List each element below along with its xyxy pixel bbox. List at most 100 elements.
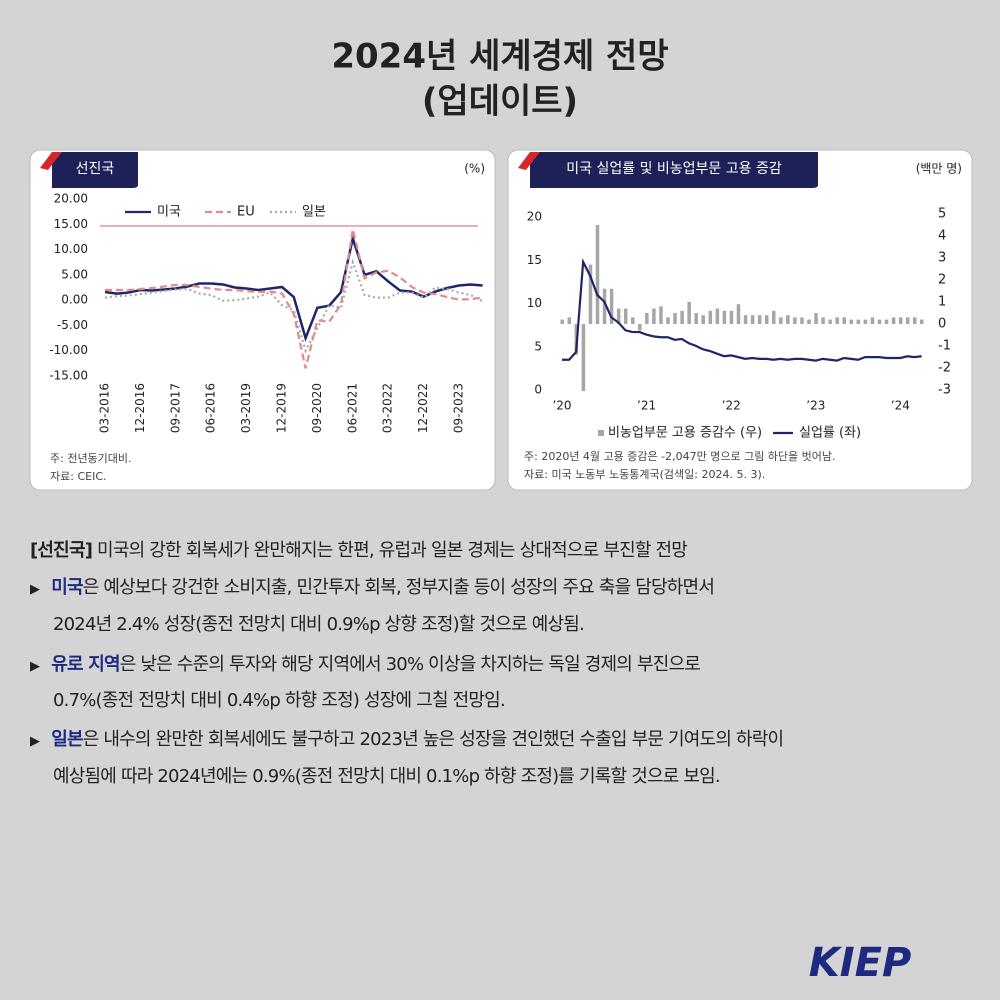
y2-tick-label: 3 (938, 251, 946, 266)
y2-tick-label: 2 (938, 273, 946, 288)
chart-title: 선진국 (76, 161, 115, 177)
bar (821, 317, 825, 324)
note: 자료: CEIC. (50, 470, 107, 483)
y-tick-label: 5 (534, 339, 542, 353)
x-tick-label: 06-2021 (345, 383, 359, 433)
bar (743, 315, 748, 324)
unit: (%) (464, 162, 485, 176)
x-tick-label: 09-2020 (310, 383, 324, 433)
note: 주: 전년동기대비. (50, 452, 132, 465)
tab (52, 152, 138, 188)
legend-swatch (598, 430, 604, 436)
bar (694, 313, 698, 324)
bar (652, 308, 656, 324)
bar (567, 317, 572, 324)
y2-tick-label: -3 (938, 383, 951, 398)
lead-tag: [선진국] (30, 540, 93, 561)
y-tick-label: 15 (527, 253, 542, 267)
y-tick-label: 5.00 (61, 267, 88, 281)
bar (877, 319, 882, 324)
x-tick-label: ’20 (552, 399, 571, 413)
y-tick-label: -15.00 (49, 369, 88, 383)
legend-label: 실업률 (좌) (799, 426, 861, 441)
bar (905, 317, 910, 324)
bullet: ▶ (30, 659, 40, 674)
text-line: ▶ 미국은 예상보다 강건한 소비지출, 민간투자 회복, 정부지출 등이 성장의… (30, 573, 715, 599)
x-tick-label: 03-2022 (381, 383, 395, 433)
x-tick-label: 12-2019 (275, 383, 289, 433)
card (29, 149, 496, 491)
legend-label: 비농업부문 고용 증감수 (우) (608, 426, 762, 441)
bar (779, 317, 783, 324)
bar (631, 317, 635, 324)
text: 일본 (51, 729, 83, 750)
bar (835, 317, 839, 324)
bar (708, 310, 713, 324)
bar (814, 313, 818, 324)
bar (891, 317, 896, 324)
bar (913, 317, 917, 324)
y-tick-label: 0 (534, 383, 542, 397)
bar (701, 315, 705, 324)
bar (687, 302, 691, 324)
text: 유로 지역 (51, 654, 120, 675)
x-tick-label: ’24 (891, 399, 910, 413)
chart-title: 미국 실업률 및 비농업부문 고용 증감 (566, 161, 782, 177)
note: 자료: 미국 노동부 노동통계국(검색일: 2024. 5. 3). (524, 467, 765, 481)
text: 미국 (51, 577, 83, 598)
bar (793, 317, 797, 324)
y2-tick-label: 0 (938, 317, 946, 332)
y-tick-label: 20 (527, 210, 542, 224)
bar (581, 324, 586, 391)
x-tick-label: 12-2016 (133, 383, 147, 433)
y2-tick-label: 5 (938, 207, 946, 222)
bar (659, 306, 663, 324)
x-tick-label: 03-2016 (98, 383, 112, 433)
text-line: 0.7%(종전 전망치 대비 0.4%p 하향 조정) 성장에 그칠 전망임. (53, 686, 506, 712)
bar (560, 319, 564, 324)
bar (645, 313, 649, 324)
y2-tick-label: -1 (938, 339, 951, 354)
bar (828, 319, 832, 324)
line (105, 229, 483, 369)
text-line: ▶ 유로 지역은 낮은 수준의 투자와 해당 지역에서 30% 이상을 차지하는 … (30, 650, 701, 676)
legend-label: 미국 (157, 205, 181, 220)
y-tick-label: 15.00 (54, 217, 88, 231)
subtitle: (업데이트) (422, 82, 578, 122)
text-line: ▶ 일본은 내수의 완만한 회복세에도 불구하고 2023년 높은 성장을 견인했… (30, 725, 784, 751)
text-line: [선진국] 미국의 강한 회복세가 완만해지는 한편, 유럽과 일본 경제는 상… (30, 536, 688, 562)
legend-label: 일본 (302, 205, 326, 220)
text: 은 낮은 수준의 투자와 해당 지역에서 30% 이상을 차지하는 독일 경제의… (119, 654, 701, 675)
text: 0.7%(종전 전망치 대비 0.4%p 하향 조정) 성장에 그칠 전망임. (53, 690, 506, 711)
y-tick-label: -5.00 (57, 318, 88, 332)
y2-tick-label: 1 (938, 295, 946, 310)
text-line: 예상됨에 따라 2024년에는 0.9%(종전 전망치 대비 0.1%p 하향 … (53, 762, 721, 788)
bar (722, 310, 727, 324)
text: 은 예상보다 강건한 소비지출, 민간투자 회복, 정부지출 등이 성장의 주요… (82, 577, 715, 598)
bar (884, 319, 889, 324)
bar (863, 319, 868, 324)
bar (638, 324, 642, 331)
bar (920, 319, 924, 324)
bar (595, 225, 600, 324)
x-tick-label: 12-2022 (416, 383, 430, 433)
y2-tick-label: 4 (938, 229, 946, 244)
bar (898, 317, 903, 324)
bar (588, 264, 593, 324)
bar (800, 317, 804, 324)
bar (764, 315, 769, 324)
x-tick-label: ’22 (722, 399, 741, 413)
bar (772, 310, 776, 324)
bar (616, 308, 621, 324)
tab-accent (40, 152, 62, 170)
bar (807, 319, 811, 324)
bar (870, 317, 875, 324)
text: 2024년 2.4% 성장(종전 전망치 대비 0.9%p 상향 조정)할 것으… (53, 614, 585, 635)
line (562, 258, 922, 362)
y-tick-label: 10.00 (54, 242, 88, 256)
bar (786, 315, 790, 324)
note: 주: 2020년 4월 고용 증감은 -2,047만 명으로 그림 하단을 벗어… (524, 449, 836, 463)
bar (623, 308, 628, 324)
